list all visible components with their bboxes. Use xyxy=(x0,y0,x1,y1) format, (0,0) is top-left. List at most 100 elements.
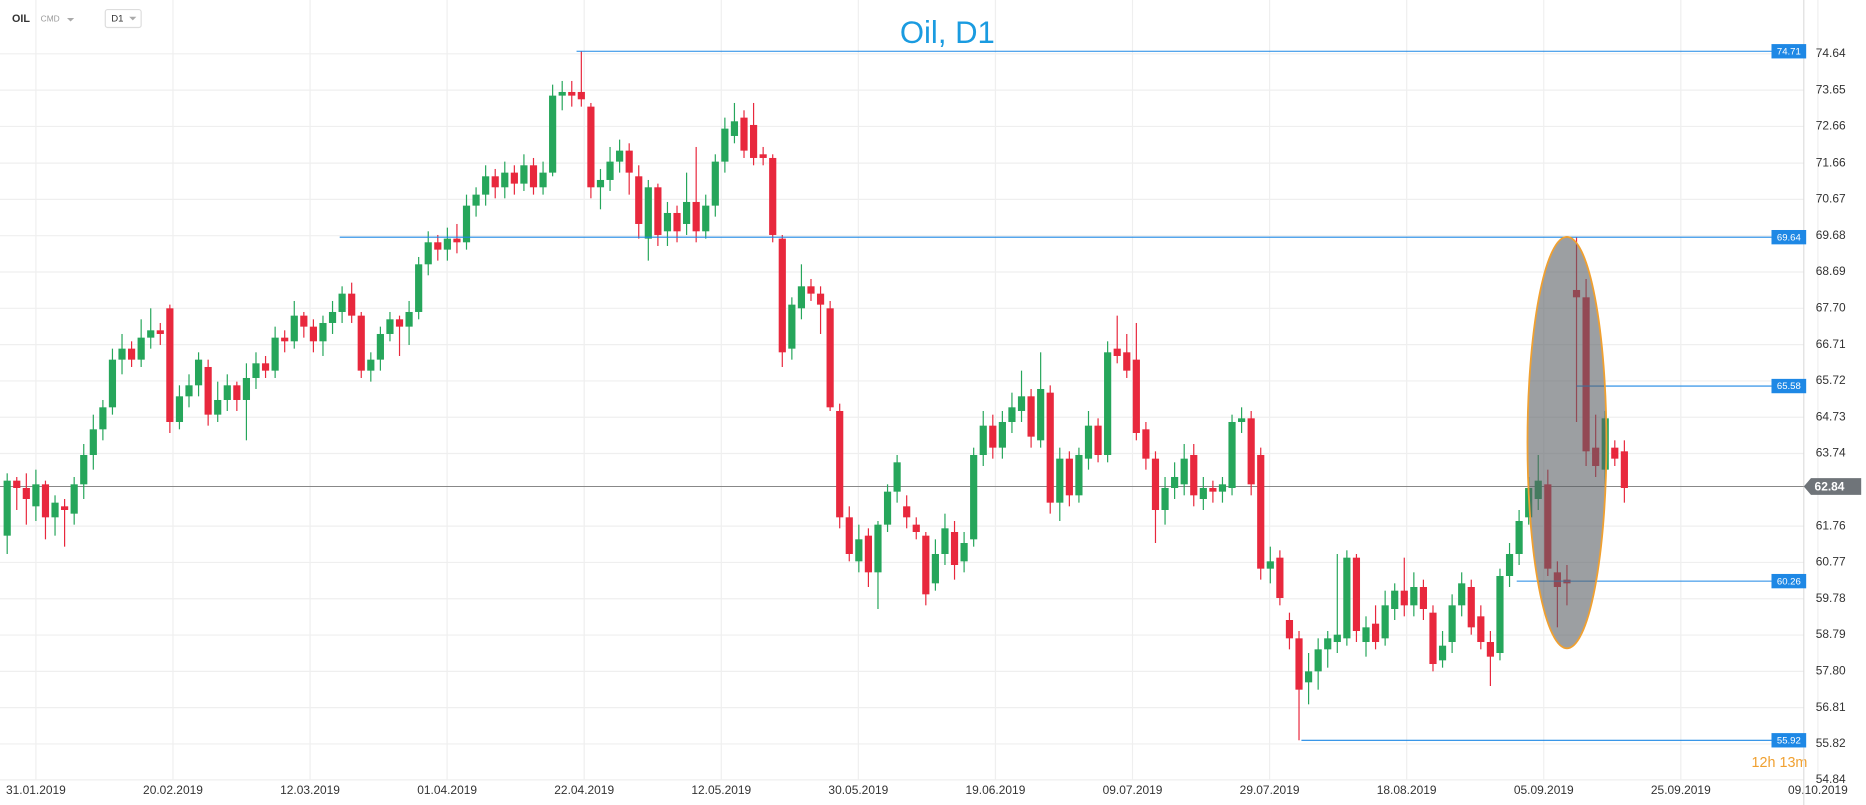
candle-body xyxy=(1056,458,1064,503)
candle-body xyxy=(233,385,241,400)
candle-body xyxy=(281,337,289,342)
x-tick-label: 09.07.2019 xyxy=(1103,783,1163,797)
candle-body xyxy=(204,366,212,415)
candle-body xyxy=(989,425,997,448)
candle-body xyxy=(41,484,50,518)
x-tick-label: 01.04.2019 xyxy=(417,783,477,797)
candle-body xyxy=(147,330,155,338)
candle-body xyxy=(759,154,767,158)
y-tick-label: 64.73 xyxy=(1816,409,1846,423)
candle-body xyxy=(1429,612,1437,665)
candle-body xyxy=(1371,623,1380,643)
y-tick-label: 65.72 xyxy=(1816,373,1846,387)
candle-body xyxy=(520,165,528,184)
candle-body xyxy=(89,429,97,455)
highlight xyxy=(1526,235,1608,650)
candle-body xyxy=(1228,421,1236,488)
interval-box[interactable] xyxy=(104,8,142,29)
candle-body xyxy=(338,293,346,312)
level-label-box xyxy=(1771,44,1807,59)
x-tick-label: 05.09.2019 xyxy=(1514,783,1574,797)
x-tick-label: 09.10.2019 xyxy=(1788,783,1848,797)
dropdown-arrow xyxy=(66,17,75,22)
candle-body xyxy=(730,121,739,136)
candle-body xyxy=(883,491,892,525)
candle-body xyxy=(453,238,461,243)
y-tick-label: 74.64 xyxy=(1816,46,1846,60)
y-tick-label: 71.66 xyxy=(1816,155,1846,169)
candle-body xyxy=(99,407,107,430)
candle-body xyxy=(1199,487,1207,499)
candle-body xyxy=(357,315,365,371)
y-tick-label: 63.74 xyxy=(1816,446,1846,460)
candle-body xyxy=(261,363,270,371)
candle-body xyxy=(864,535,872,573)
candle-body xyxy=(1132,359,1140,433)
candle-body xyxy=(1295,638,1303,690)
candle-body xyxy=(1343,557,1351,639)
last-price-label: 62.84 xyxy=(1815,479,1845,493)
y-tick-label: 57.80 xyxy=(1816,663,1846,677)
candle-body xyxy=(1171,476,1179,488)
x-tick-label: 22.04.2019 xyxy=(554,783,614,797)
y-tick-label: 72.66 xyxy=(1816,119,1846,133)
y-tick-label: 60.77 xyxy=(1816,555,1846,569)
candle-body xyxy=(1458,583,1466,606)
candle-body xyxy=(118,348,126,360)
interval: D1 xyxy=(111,14,123,25)
candle-body xyxy=(606,161,614,180)
candle-body xyxy=(1505,553,1514,576)
candle-body xyxy=(300,315,308,327)
y-tick-label: 58.79 xyxy=(1816,627,1846,641)
candle-body xyxy=(510,172,518,184)
x-tick-label: 12.03.2019 xyxy=(280,783,340,797)
candle-body xyxy=(319,322,327,342)
candle-body xyxy=(692,201,700,232)
level-label: 65.58 xyxy=(1777,381,1801,392)
candle-body xyxy=(549,95,557,173)
candle-body xyxy=(1333,634,1341,643)
candle-body xyxy=(1400,590,1408,606)
candle-body xyxy=(386,319,394,334)
candle-body xyxy=(482,176,490,195)
y-tick-label: 59.78 xyxy=(1816,591,1846,605)
candle-body xyxy=(22,487,30,499)
symbol: OIL xyxy=(12,13,30,25)
candle-body xyxy=(1304,671,1313,683)
candle-body xyxy=(1017,396,1026,411)
level-label: 69.64 xyxy=(1777,232,1802,243)
y-tick-label: 68.69 xyxy=(1816,264,1846,278)
candle-body xyxy=(1238,418,1246,422)
candle-body xyxy=(740,117,748,151)
candle-body xyxy=(1190,454,1198,496)
candle-body xyxy=(1142,429,1150,459)
candle-body xyxy=(70,484,78,514)
candle-body xyxy=(788,304,796,349)
x-tick-label: 18.08.2019 xyxy=(1377,783,1437,797)
candle-body xyxy=(156,330,164,334)
candle-body xyxy=(166,308,174,422)
candle-body xyxy=(912,524,920,532)
grid xyxy=(0,0,1819,781)
y-tick-label: 66.71 xyxy=(1816,337,1846,351)
candle-body xyxy=(1104,352,1112,455)
candle-body xyxy=(644,187,652,239)
candle-body xyxy=(702,205,710,232)
market[interactable]: CMD xyxy=(41,13,60,23)
candle-body xyxy=(711,161,719,206)
candle-body xyxy=(1276,557,1284,599)
candle-body xyxy=(587,106,595,188)
candle-body xyxy=(1257,454,1265,569)
candle-body xyxy=(769,157,777,235)
candle-body xyxy=(424,242,432,265)
x-tick-label: 29.07.2019 xyxy=(1240,783,1300,797)
y-tick-label: 73.65 xyxy=(1816,82,1846,96)
candle-body xyxy=(816,293,825,305)
candle-body xyxy=(1027,396,1035,437)
candle-body xyxy=(462,205,471,243)
candle-body xyxy=(367,359,375,371)
candle-body xyxy=(970,454,978,540)
candle-body xyxy=(654,187,662,235)
candle-body xyxy=(635,176,643,224)
